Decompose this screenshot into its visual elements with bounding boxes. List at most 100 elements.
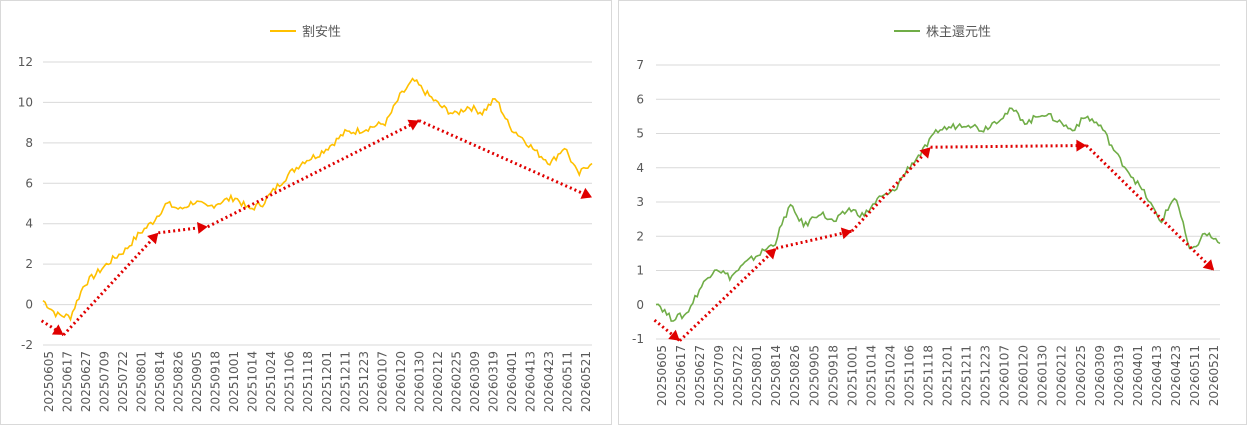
x-tick-label: 20260401 <box>505 351 519 412</box>
legend-label: 株主還元性 <box>926 25 991 40</box>
y-tick-label: 8 <box>25 136 33 150</box>
x-tick-label: 20260120 <box>394 351 408 412</box>
x-tick-label: 20260423 <box>1169 345 1183 406</box>
x-tick-label: 20251223 <box>357 351 371 412</box>
x-tick-label: 20260107 <box>998 345 1012 406</box>
trend-arrow <box>678 247 778 342</box>
x-tick-label: 20250918 <box>209 351 223 412</box>
x-tick-label: 20250826 <box>172 351 186 412</box>
y-tick-label: 12 <box>18 55 33 69</box>
x-tick-label: 20250605 <box>42 351 56 412</box>
chart-panel-left: -2 0 2 4 6 8 10 12 20250605 20250617 20250627 20250… <box>0 0 615 427</box>
x-tick-label: 20250617 <box>61 351 75 412</box>
x-tick-label: 20250617 <box>674 345 688 406</box>
y-tick-label: 6 <box>25 176 33 190</box>
x-tick-label: 20250826 <box>788 345 802 406</box>
x-tick-label: 20260521 <box>579 351 593 412</box>
trend-arrow-head <box>51 324 64 335</box>
chart-kabunushi-kangen: -1 0 1 2 3 4 5 6 7 20250605 20250617 20250627 202507… <box>618 0 1247 425</box>
y-tick-label: 2 <box>25 257 33 271</box>
trend-arrow-head <box>1076 139 1087 152</box>
x-tick-label: 20250627 <box>79 351 93 412</box>
x-tick-label: 20251118 <box>921 345 935 406</box>
y-tick-label: 0 <box>25 298 33 312</box>
trend-arrow-head <box>764 248 777 260</box>
x-tick-label: 20251014 <box>246 351 260 412</box>
x-tick-label: 20251201 <box>941 345 955 406</box>
x-tick-label: 20251024 <box>264 351 278 412</box>
x-tick-label: 20250605 <box>655 345 669 406</box>
x-tick-label: 20251001 <box>845 345 859 406</box>
x-tick-label: 20260511 <box>1188 345 1202 406</box>
x-tick-label: 20260309 <box>1093 345 1107 406</box>
trend-arrow-head <box>1202 259 1215 271</box>
y-tick-label: -1 <box>632 332 644 346</box>
chart-frame <box>618 0 1247 425</box>
y-tick-label: 0 <box>636 298 644 312</box>
x-tick-label: 20260130 <box>412 351 426 412</box>
x-tick-label: 20250722 <box>116 351 130 412</box>
x-tick-label: 20251223 <box>979 345 993 406</box>
x-tick-label: 20260413 <box>523 351 537 412</box>
x-tick-label: 20250905 <box>190 351 204 412</box>
trend-arrow-head <box>197 222 208 234</box>
x-tick-label: 20250627 <box>693 345 707 406</box>
trend-arrow-head <box>147 232 159 245</box>
x-tick-label: 20251106 <box>902 345 916 406</box>
x-tick-label: 20260225 <box>449 351 463 412</box>
y-tick-label: -2 <box>21 338 33 352</box>
x-tick-label: 20250814 <box>769 345 783 406</box>
series-line <box>655 107 1221 322</box>
x-tick-label: 20250801 <box>750 345 764 406</box>
x-tick-label: 20251211 <box>338 351 352 412</box>
y-tick-label: 4 <box>636 161 644 175</box>
x-tick-label: 20260319 <box>1112 345 1126 406</box>
x-tick-label: 20250801 <box>135 351 149 412</box>
x-tick-label: 20260401 <box>1131 345 1145 406</box>
trend-arrow-head <box>668 329 680 341</box>
trend-arrow <box>850 146 932 233</box>
trend-arrow-head <box>919 147 931 159</box>
x-tick-label: 20260511 <box>560 351 574 412</box>
y-tick-label: 3 <box>636 195 644 209</box>
y-tick-label: 2 <box>636 229 644 243</box>
y-tick-label: 4 <box>25 217 33 231</box>
y-tick-label: 10 <box>18 95 33 109</box>
x-tick-label: 20260225 <box>1074 345 1088 406</box>
x-tick-label: 20251211 <box>960 345 974 406</box>
trend-arrow-head <box>407 119 420 131</box>
x-tick-label: 20250722 <box>731 345 745 406</box>
legend-label: 割安性 <box>302 24 341 40</box>
x-tick-label: 20251001 <box>227 351 241 412</box>
x-tick-label: 20251106 <box>283 351 297 412</box>
y-tick-label: 6 <box>636 92 644 106</box>
x-tick-label: 20250709 <box>712 345 726 406</box>
trend-arrow <box>930 143 1087 149</box>
x-tick-label: 20260120 <box>1017 345 1031 406</box>
chart-wariyasu: -2 0 2 4 6 8 10 12 20250605 20250617 20250627 20250… <box>0 0 612 425</box>
x-tick-label: 20260212 <box>1055 345 1069 406</box>
x-tick-label: 20251201 <box>320 351 334 412</box>
x-tick-label: 20260423 <box>542 351 556 412</box>
trend-arrow <box>653 318 681 342</box>
x-tick-label: 20260309 <box>468 351 482 412</box>
trend-arrow-head <box>840 227 852 240</box>
x-tick-label: 20250905 <box>807 345 821 406</box>
trend-arrow <box>62 231 160 336</box>
x-tick-label: 20251014 <box>864 345 878 406</box>
trend-arrow <box>418 119 593 199</box>
x-tick-label: 20260413 <box>1150 345 1164 406</box>
y-tick-label: 1 <box>636 264 644 278</box>
x-tick-label: 20260521 <box>1207 345 1221 406</box>
x-tick-label: 20250918 <box>826 345 840 406</box>
x-tick-label: 20260212 <box>431 351 445 412</box>
y-tick-label: 5 <box>636 127 644 141</box>
trend-arrow-head <box>580 187 592 199</box>
x-tick-label: 20260107 <box>375 351 389 412</box>
y-tick-label: 7 <box>636 58 644 72</box>
series-line <box>42 77 593 322</box>
x-tick-label: 20251118 <box>301 351 315 412</box>
x-tick-label: 20260130 <box>1036 345 1050 406</box>
x-tick-label: 20250709 <box>98 351 112 412</box>
x-tick-label: 20250814 <box>153 351 167 412</box>
